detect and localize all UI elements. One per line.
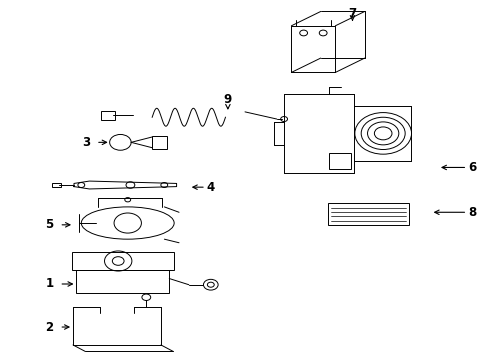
Text: 1: 1 — [46, 278, 53, 291]
Text: 3: 3 — [82, 136, 90, 149]
Bar — [76, 270, 169, 293]
Text: 9: 9 — [224, 93, 232, 106]
Text: 7: 7 — [348, 7, 357, 20]
Bar — [52, 183, 61, 188]
Bar — [152, 136, 167, 149]
Bar — [101, 111, 115, 120]
Bar — [329, 153, 351, 169]
Text: 2: 2 — [46, 320, 53, 333]
Text: 8: 8 — [468, 206, 476, 219]
Bar — [328, 203, 409, 225]
Text: 4: 4 — [207, 181, 215, 194]
Text: 5: 5 — [46, 218, 54, 231]
Text: 6: 6 — [468, 161, 476, 174]
Bar — [72, 252, 174, 270]
